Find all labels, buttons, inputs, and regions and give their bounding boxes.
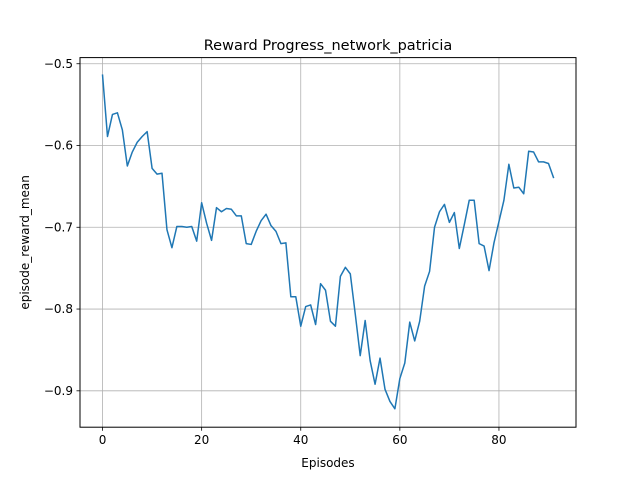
y-tick-label: −0.9 — [44, 384, 73, 398]
plot-frame — [79, 57, 577, 428]
y-tick-label: −0.5 — [44, 57, 73, 71]
axis-ticks: 0 20 40 60 80 −0.9 −0.8 −0.7 −0.6 −0.5 — [44, 57, 507, 447]
x-axis-label: Episodes — [301, 456, 354, 470]
grid-lines — [80, 57, 576, 428]
y-tick-label: −0.8 — [44, 302, 73, 316]
x-tick-label: 20 — [194, 433, 209, 447]
x-tick-label: 0 — [99, 433, 107, 447]
y-tick-label: −0.7 — [44, 220, 73, 234]
y-axis-label: episode_reward_mean — [18, 175, 32, 310]
x-tick-label: 80 — [491, 433, 506, 447]
chart-title: Reward Progress_network_patricia — [204, 38, 453, 54]
series-group — [101, 74, 555, 410]
x-tick-label: 40 — [293, 433, 308, 447]
x-tick-label: 60 — [392, 433, 407, 447]
series-line — [101, 74, 555, 410]
y-tick-label: −0.6 — [44, 139, 73, 153]
